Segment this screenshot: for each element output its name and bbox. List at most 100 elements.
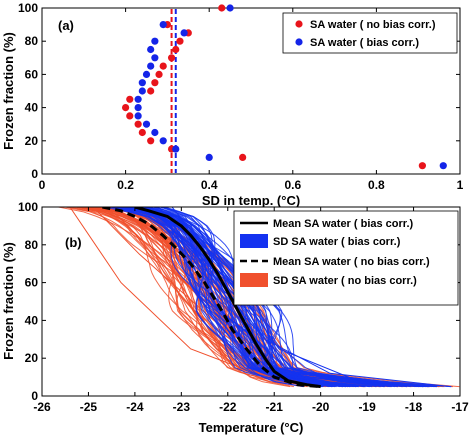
data-point-bias bbox=[134, 95, 142, 103]
panel-a-legend: SA water ( no bias corr.) SA water ( bia… bbox=[282, 12, 458, 54]
sd-curve-bias bbox=[126, 207, 424, 388]
data-point-bias bbox=[138, 87, 146, 95]
panel-b-legend-label-mean-bias: Mean SA water ( bias corr.) bbox=[273, 218, 414, 230]
panel-b-y-axis-label: Frozen fraction (%) bbox=[1, 242, 16, 360]
panel-b-frame bbox=[41, 206, 461, 397]
panel-a-points bbox=[122, 4, 447, 170]
sd-curve-no-bias bbox=[84, 207, 424, 388]
data-point-bias bbox=[159, 21, 167, 29]
data-point-no-bias bbox=[147, 87, 155, 95]
data-point-no-bias bbox=[167, 54, 176, 62]
panel-a-y-tick-label: 0 bbox=[31, 167, 38, 181]
panel-a-y-axis-label: Frozen fraction (%) bbox=[1, 32, 16, 150]
panel-b-y-ticks: 0 20 40 60 80 100 bbox=[18, 200, 460, 403]
panel-a-x-tick-label: 0 bbox=[39, 178, 46, 192]
data-point-no-bias bbox=[134, 120, 142, 128]
panel-a-y-tick-label: 80 bbox=[25, 34, 39, 48]
panel-b-mean-curves bbox=[102, 207, 321, 389]
panel-b-y-tick-label: 100 bbox=[18, 200, 38, 214]
panel-a-x-tick-label: 0.6 bbox=[284, 178, 301, 192]
panel-b-x-tick-label: -18 bbox=[405, 400, 423, 414]
panel-a-y-ticks: 0 20 40 60 80 100 bbox=[18, 1, 460, 181]
panel-a-x-tick-label: 0.4 bbox=[201, 178, 218, 192]
sd-curve-no-bias bbox=[86, 207, 429, 388]
panel-b-legend: Mean SA water ( bias corr.) SD SA water … bbox=[233, 210, 459, 306]
data-point-bias bbox=[134, 112, 142, 120]
panel-b-legend-swatch-sd-bias bbox=[240, 234, 268, 248]
data-point-bias bbox=[205, 153, 213, 161]
panel-b-x-tick-label: -20 bbox=[312, 400, 330, 414]
panel-b-y-tick-label: 40 bbox=[25, 313, 39, 327]
data-point-bias bbox=[142, 70, 151, 78]
panel-b-x-tick-label: -19 bbox=[358, 400, 376, 414]
data-point-no-bias bbox=[239, 153, 247, 161]
panel-a-x-ticks: 0 0.2 0.4 0.6 0.8 1 bbox=[39, 8, 464, 192]
panel-b-legend-label-sd-no-bias: SD SA water ( no bias corr.) bbox=[273, 275, 417, 287]
panel-b: -26 -25 -24 -23 -22 -21 -20 -19 -18 -17 0 20 40 60 80… bbox=[1, 200, 469, 435]
panel-a-legend-label-bias: SA water ( bias corr.) bbox=[310, 37, 419, 49]
panel-b-x-tick-label: -21 bbox=[266, 400, 284, 414]
data-point-bias bbox=[142, 120, 151, 128]
data-point-no-bias bbox=[126, 95, 134, 103]
panel-a-legend-marker-no-bias bbox=[295, 20, 303, 28]
panel-b-x-tick-label: -17 bbox=[451, 400, 469, 414]
panel-b-x-axis-label: Temperature (°C) bbox=[199, 420, 304, 435]
panel-b-legend-swatch-sd-no-bias bbox=[240, 273, 268, 287]
data-point-bias bbox=[226, 4, 234, 12]
panel-b-legend-label-sd-bias: SD SA water ( bias corr.) bbox=[273, 236, 401, 248]
panel-b-y-tick-label: 0 bbox=[31, 389, 38, 403]
panel-a-x-tick-label: 0.2 bbox=[117, 178, 134, 192]
data-point-no-bias bbox=[176, 37, 184, 45]
data-point-no-bias bbox=[147, 137, 155, 145]
data-point-bias bbox=[151, 54, 159, 62]
data-point-bias bbox=[151, 37, 159, 45]
data-point-no-bias bbox=[155, 70, 163, 78]
data-point-bias bbox=[147, 45, 155, 54]
data-point-bias bbox=[172, 145, 180, 153]
sd-curve-bias bbox=[171, 207, 423, 388]
data-point-no-bias bbox=[218, 4, 226, 12]
panel-a-y-tick-label: 60 bbox=[25, 67, 39, 81]
panel-b-x-tick-label: -26 bbox=[33, 400, 51, 414]
panel-b-x-tick-label: -22 bbox=[219, 400, 237, 414]
sd-curve-bias bbox=[104, 207, 336, 388]
data-point-no-bias bbox=[172, 45, 180, 54]
panel-b-y-tick-label: 80 bbox=[25, 238, 39, 252]
panel-b-label: (b) bbox=[65, 235, 82, 250]
panel-a-legend-box bbox=[282, 12, 458, 54]
data-point-bias bbox=[147, 62, 155, 70]
panel-b-x-tick-label: -23 bbox=[173, 400, 191, 414]
panel-a-x-axis-label: SD in temp. (°C) bbox=[202, 193, 300, 208]
data-point-bias bbox=[439, 162, 447, 170]
panel-b-legend-box bbox=[233, 210, 459, 306]
panel-b-x-tick-label: -24 bbox=[126, 400, 144, 414]
sd-curve-no-bias bbox=[98, 207, 291, 388]
panel-a-y-tick-label: 100 bbox=[18, 1, 38, 15]
data-point-bias bbox=[180, 29, 188, 37]
data-point-no-bias bbox=[138, 128, 146, 137]
panel-a-y-tick-label: 40 bbox=[25, 101, 39, 115]
data-point-bias bbox=[138, 79, 146, 87]
panel-b-y-tick-label: 60 bbox=[25, 276, 39, 290]
panel-b-x-tick-label: -25 bbox=[80, 400, 98, 414]
data-point-no-bias bbox=[159, 62, 167, 70]
data-point-no-bias bbox=[151, 79, 159, 87]
data-point-bias bbox=[159, 137, 167, 145]
data-point-no-bias bbox=[122, 104, 130, 112]
data-point-no-bias bbox=[126, 112, 134, 120]
panel-a-legend-label-no-bias: SA water ( no bias corr.) bbox=[310, 19, 436, 31]
panel-a-label: (a) bbox=[58, 18, 74, 33]
panel-b-x-ticks: -26 -25 -24 -23 -22 -21 -20 -19 -18 -17 bbox=[33, 207, 469, 414]
mean-line-no-bias bbox=[102, 207, 321, 389]
data-point-no-bias bbox=[418, 162, 426, 170]
panel-b-legend-label-mean-no-bias: Mean SA water ( no bias corr.) bbox=[273, 256, 430, 268]
data-point-bias bbox=[134, 104, 142, 112]
mean-line-bias bbox=[134, 207, 321, 389]
panel-a-legend-marker-bias bbox=[295, 38, 303, 46]
panel-b-y-tick-label: 20 bbox=[25, 351, 39, 365]
panel-a-y-tick-label: 20 bbox=[25, 134, 39, 148]
data-point-bias bbox=[151, 128, 159, 137]
panel-a-x-tick-label: 1 bbox=[457, 178, 464, 192]
panel-a-x-tick-label: 0.8 bbox=[368, 178, 385, 192]
